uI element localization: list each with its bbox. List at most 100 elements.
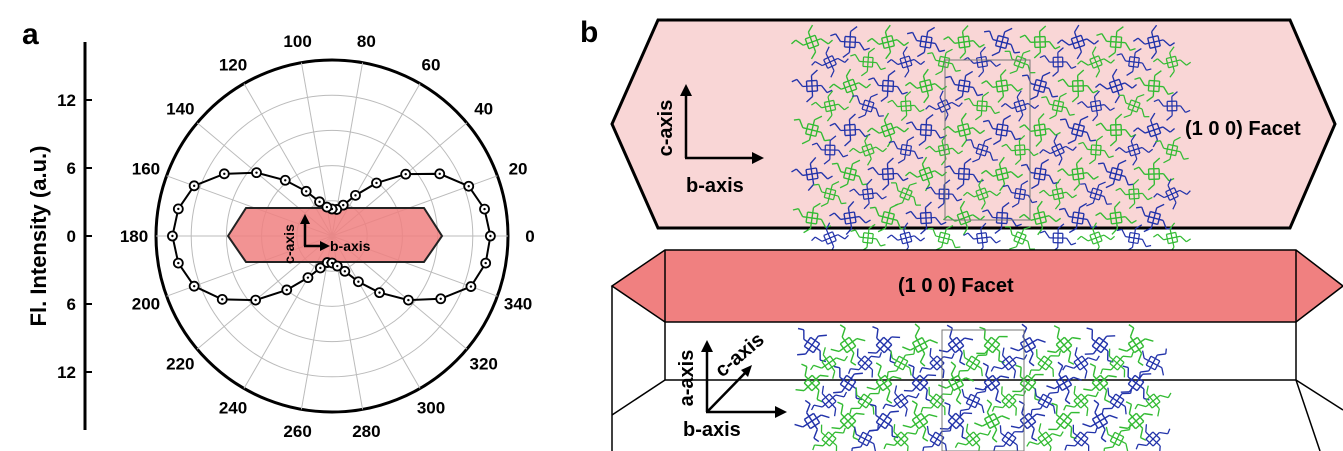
theta-tick-label: 40 <box>474 100 493 119</box>
molecule-sketch <box>830 26 870 58</box>
molecule-sketch <box>1100 348 1134 378</box>
molecule-sketch <box>811 90 849 122</box>
molecule-sketch <box>976 326 1008 364</box>
molecule-sketch <box>1116 224 1152 252</box>
data-point-center <box>284 179 287 182</box>
top-view-c-axis-label: c-axis <box>655 100 677 157</box>
theta-tick-label: 100 <box>283 32 311 51</box>
molecule-sketch <box>906 114 946 146</box>
molecule-sketch <box>905 201 947 235</box>
molecule-sketch <box>1135 424 1171 451</box>
data-point-center <box>439 297 442 300</box>
data-point-center <box>343 270 347 273</box>
theta-tick-label: 0 <box>525 227 534 246</box>
molecule-sketch <box>906 26 946 58</box>
molecule-sketch <box>869 203 907 233</box>
side-view-c-axis-arrow <box>706 371 747 413</box>
data-point-center <box>467 185 470 188</box>
molecule-sketch <box>886 46 926 78</box>
molecule-sketch <box>966 137 998 163</box>
molecule-sketch <box>938 324 974 366</box>
molecule-sketch <box>954 423 992 451</box>
molecule-sketch <box>1077 90 1115 122</box>
side-view: (1 0 0) Facet a-axis c-axis b-axis <box>610 249 1343 451</box>
data-point-center <box>192 184 196 188</box>
molecule-sketch <box>795 363 829 403</box>
crystal-shape <box>226 207 444 263</box>
side-view-facet-label: (1 0 0) Facet <box>898 275 1014 297</box>
molecule-sketch <box>1019 113 1061 147</box>
molecule-sketch <box>1098 159 1134 189</box>
molecule-sketch <box>867 157 909 191</box>
theta-tick-label: 140 <box>166 100 194 119</box>
molecule-sketch <box>1080 181 1112 207</box>
molecule-sketch <box>1057 69 1099 103</box>
molecule-sketch <box>1058 202 1098 234</box>
molecule-sketch <box>883 424 919 451</box>
molecule-sketch <box>1153 178 1191 210</box>
molecule-sketch <box>903 364 937 402</box>
molecule-sketch <box>943 200 985 236</box>
data-point-center <box>378 291 381 294</box>
data-point-center <box>285 288 288 292</box>
data-point-center <box>407 298 410 302</box>
molecule-sketch <box>811 46 849 78</box>
molecule-sketch <box>974 399 1010 443</box>
molecule-sketch <box>791 157 833 191</box>
molecule-sketch <box>1039 47 1077 77</box>
side-view-molecules <box>794 323 1172 451</box>
molecule-sketch <box>812 424 846 451</box>
molecule-sketch <box>810 385 848 417</box>
data-point-center <box>319 266 322 270</box>
theta-tick-label: 60 <box>422 56 441 75</box>
molecule-sketch <box>1046 361 1082 405</box>
molecule-sketch <box>1001 134 1039 166</box>
top-view-b-axis-arrowhead <box>752 152 764 164</box>
molecule-sketch <box>1057 157 1099 191</box>
prism-edge <box>1295 379 1343 411</box>
molecule-sketch <box>1064 424 1098 451</box>
radial-tick-label: 0 <box>67 227 76 246</box>
molecule-sketch <box>944 158 984 190</box>
data-point-center <box>318 200 321 204</box>
molecule-sketch <box>981 69 1023 103</box>
theta-tick-label: 20 <box>509 159 528 178</box>
molecule-sketch <box>991 386 1027 416</box>
molecule-sketch <box>1114 134 1154 166</box>
molecule-sketch <box>902 323 938 367</box>
molecule-sketch <box>1000 90 1040 122</box>
molecule-sketch <box>866 362 902 404</box>
molecule-sketch <box>957 349 989 377</box>
molecule-sketch <box>905 156 947 192</box>
radial-tick-label: 6 <box>67 159 76 178</box>
data-point-center <box>342 203 345 207</box>
molecule-sketch <box>829 113 871 147</box>
prism-edge <box>1295 379 1321 451</box>
data-point-center <box>354 194 357 197</box>
molecule-sketch <box>791 24 833 60</box>
theta-tick-label: 340 <box>504 295 532 314</box>
molecule-sketch <box>1139 348 1167 378</box>
molecule-sketch <box>925 179 963 209</box>
molecule-sketch <box>922 425 952 451</box>
theta-tick-label: 160 <box>132 159 160 178</box>
molecule-sketch <box>1119 401 1153 441</box>
crystal-axes: c-axis b-axis <box>281 214 371 264</box>
molecule-sketch <box>1077 222 1115 254</box>
molecule-sketch <box>813 180 847 208</box>
theta-tick-label: 180 <box>120 227 148 246</box>
molecule-sketch <box>831 159 869 189</box>
data-point-center <box>483 207 486 211</box>
molecule-sketch <box>942 112 986 148</box>
molecule-sketch <box>1084 327 1116 363</box>
molecule-sketch <box>886 348 916 378</box>
molecule-sketch <box>920 386 954 416</box>
data-point-center <box>489 234 492 238</box>
molecule-sketch <box>797 327 827 363</box>
panel-b-label: b <box>580 16 598 49</box>
molecule-sketch <box>1155 136 1189 164</box>
theta-tick-label: 240 <box>219 398 247 417</box>
data-point-center <box>375 181 378 185</box>
crystal-b-axis-arrowhead <box>320 241 330 251</box>
